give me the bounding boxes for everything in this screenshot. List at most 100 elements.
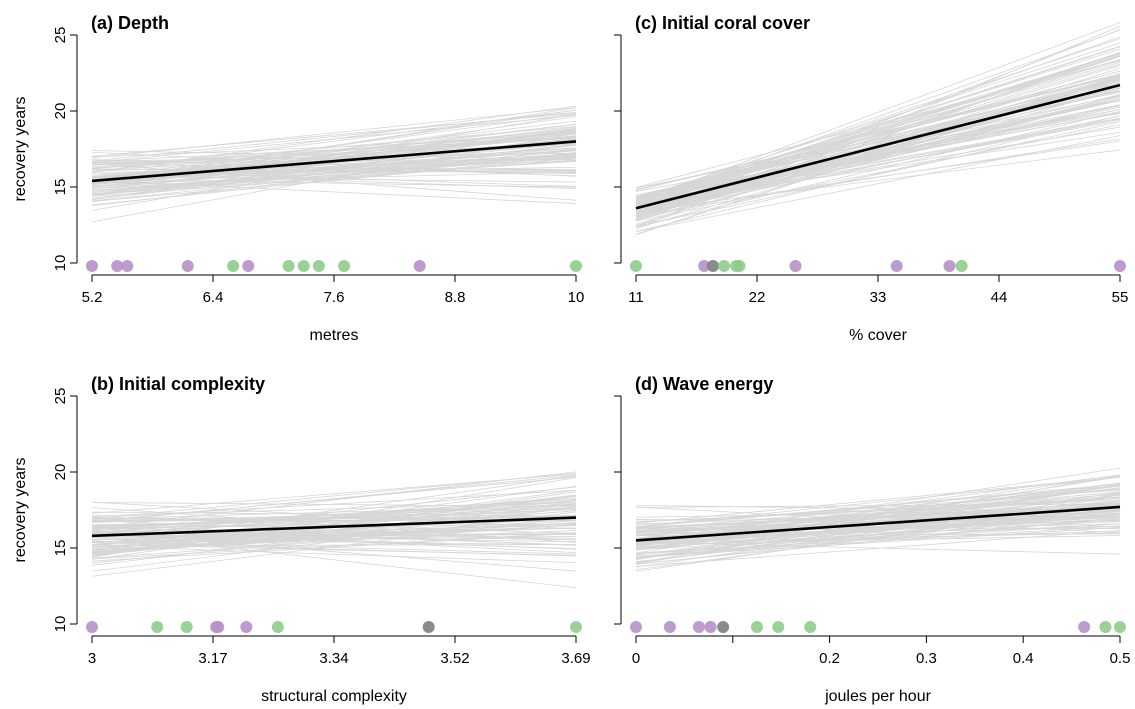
bootstrap-line (635, 135, 1121, 233)
bootstrap-line (635, 73, 1121, 216)
bootstrap-line (91, 474, 577, 523)
bootstrap-line (91, 532, 577, 560)
x-tick-label: 0.3 (916, 650, 937, 667)
x-tick-label: 10 (568, 289, 585, 306)
data-point-purple (121, 260, 134, 273)
bootstrap-line (635, 42, 1121, 199)
bootstrap-line (635, 29, 1121, 204)
bootstrap-line (635, 483, 1121, 542)
data-point-green (271, 621, 284, 634)
bootstrap-line (635, 55, 1121, 203)
bootstrap-line (635, 75, 1121, 209)
data-point-purple (630, 621, 642, 634)
data-point-green (227, 260, 240, 273)
bootstrap-line (91, 105, 577, 173)
bootstrap-line (91, 156, 577, 195)
data-point-dark (707, 260, 719, 273)
data-point-purple (240, 621, 253, 634)
bootstrap-line (91, 131, 577, 169)
panel-c: 11 22 33 44 55 % cover (c) Initial coral cover (614, 13, 1128, 344)
data-points (630, 621, 1126, 634)
x-tick-label: 0.2 (819, 650, 840, 667)
bootstrap-line (635, 529, 1121, 567)
panel-d: 0 0.2 0.3 0.4 0.5 joules per hour (d) Wave ene… (614, 374, 1130, 705)
bootstrap-line (91, 489, 577, 519)
bootstrap-line (635, 509, 1121, 518)
data-point-green (772, 621, 785, 634)
bootstrap-line (91, 545, 577, 564)
bootstrap-line (635, 77, 1121, 235)
data-point-green (955, 260, 968, 273)
y-axis-title: recovery years (12, 458, 29, 563)
bootstrap-line (91, 157, 577, 202)
data-point-purple (663, 621, 676, 634)
bootstrap-line (635, 115, 1121, 216)
bootstrap-line (635, 73, 1121, 197)
x-tick-label: 0 (632, 650, 640, 667)
data-point-purple (1078, 621, 1091, 634)
bootstrap-line (635, 521, 1121, 532)
bootstrap-line (91, 142, 577, 185)
y-tick-label: 20 (52, 103, 69, 120)
bootstrap-lines (91, 105, 577, 223)
data-point-dark (717, 621, 730, 634)
bootstrap-line (635, 474, 1121, 539)
x-tick-label: 0.4 (1013, 650, 1034, 667)
x-tick-label: 5.2 (82, 289, 103, 306)
bootstrap-line (91, 171, 577, 184)
data-point-purple (789, 260, 802, 273)
bootstrap-line (635, 149, 1121, 212)
bootstrap-line (91, 179, 577, 204)
x-axis-title: metres (310, 327, 359, 344)
data-point-green (1114, 621, 1126, 634)
x-tick-label: 7.6 (324, 289, 345, 306)
bootstrap-line (635, 530, 1121, 547)
x-tick-label: 3.17 (198, 650, 227, 667)
bootstrap-line (91, 499, 577, 534)
bootstrap-line (635, 489, 1121, 526)
x-tick-label: 3.69 (561, 650, 590, 667)
bootstrap-line (635, 98, 1121, 217)
panel-title: (a) Depth (91, 13, 169, 33)
y-tick-label: 15 (52, 179, 69, 196)
x-tick-label: 8.8 (445, 289, 466, 306)
x-tick-label: 22 (749, 289, 766, 306)
panel-title: (d) Wave energy (635, 374, 773, 394)
data-point-purple (890, 260, 903, 273)
data-point-green (804, 621, 817, 634)
bootstrap-line (91, 486, 577, 538)
data-point-dark (422, 621, 435, 634)
bootstrap-line (635, 25, 1121, 230)
bootstrap-line (635, 518, 1121, 543)
fit-line (635, 505, 1121, 542)
bootstrap-line (635, 82, 1121, 201)
bootstrap-lines (91, 471, 577, 589)
bootstrap-line (635, 94, 1121, 213)
data-point-purple (1114, 260, 1126, 273)
bootstrap-line (635, 516, 1121, 541)
x-tick-label: 55 (1112, 289, 1129, 306)
bootstrap-line (635, 121, 1121, 227)
bootstrap-line (91, 144, 577, 200)
bootstrap-line (635, 118, 1121, 211)
bootstrap-line (635, 526, 1121, 558)
fit-line (91, 140, 577, 183)
data-point-purple (181, 260, 194, 273)
data-point-green (733, 260, 746, 273)
bootstrap-line (635, 494, 1121, 564)
bootstrap-line (91, 168, 577, 174)
data-point-green (282, 260, 295, 273)
bootstrap-lines (635, 467, 1121, 572)
bootstrap-line (635, 89, 1121, 196)
bootstrap-line (91, 527, 577, 539)
fit-line (91, 516, 577, 538)
bootstrap-line (91, 506, 577, 553)
bootstrap-line (635, 487, 1121, 543)
data-point-purple (242, 260, 255, 273)
y-tick-label: 10 (52, 255, 69, 272)
x-tick-label: 3.52 (440, 650, 469, 667)
data-point-purple (943, 260, 956, 273)
data-point-purple (212, 621, 225, 634)
x-axis-title: structural complexity (261, 688, 407, 705)
bootstrap-line (91, 531, 577, 572)
